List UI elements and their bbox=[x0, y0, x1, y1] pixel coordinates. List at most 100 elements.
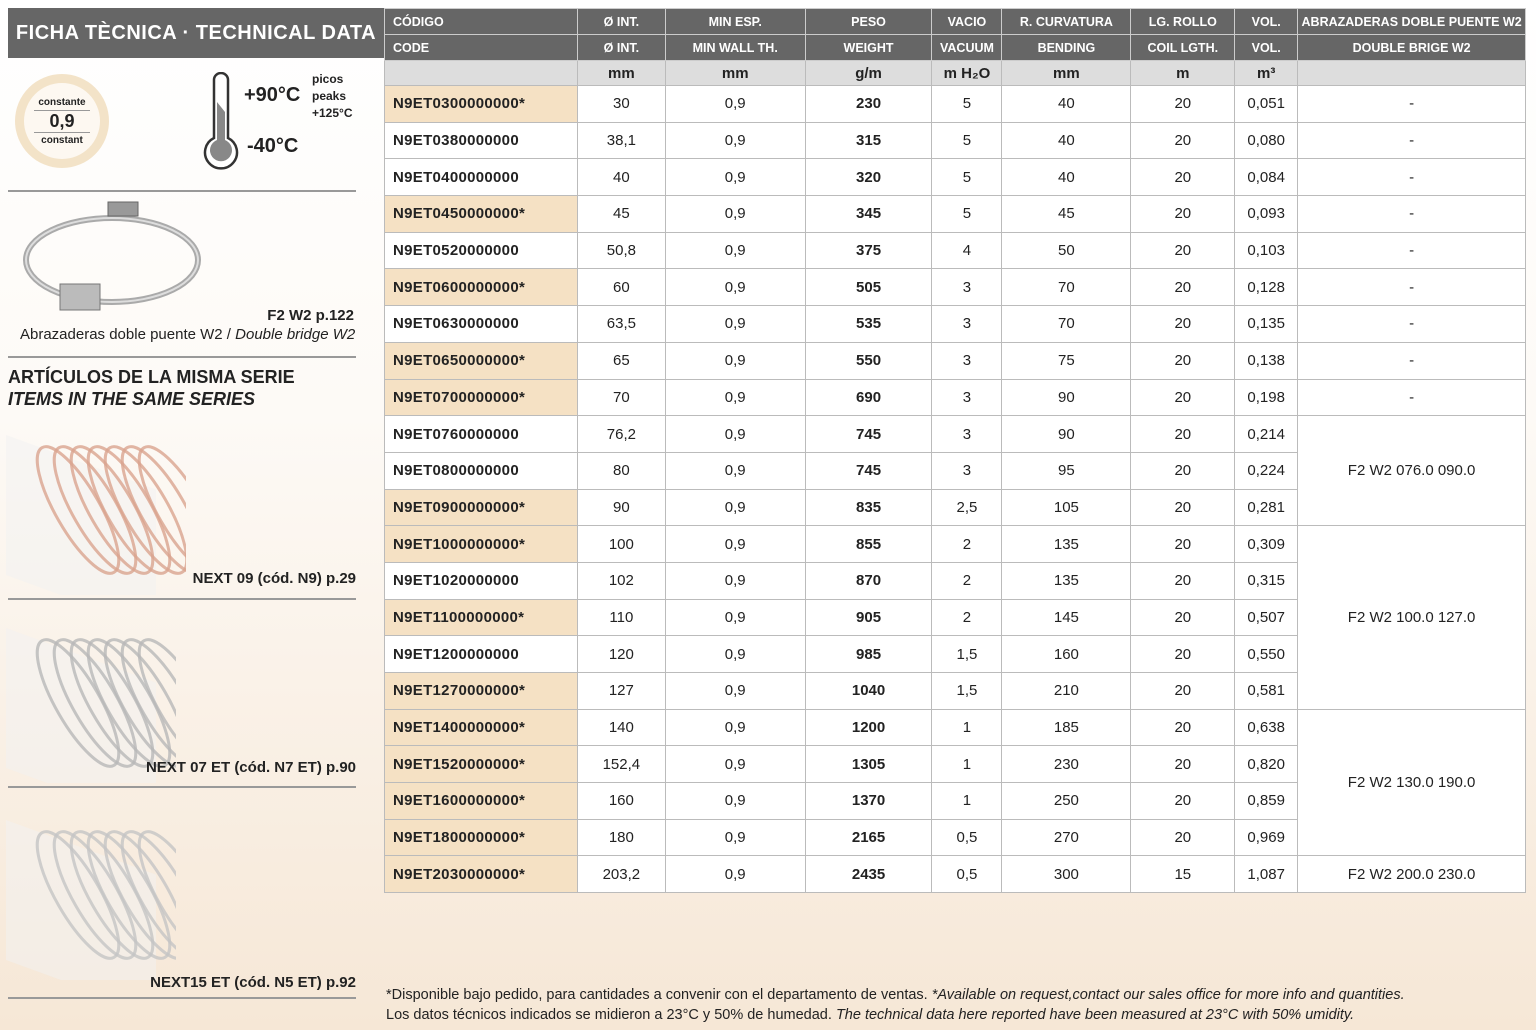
footnote-1-es: *Disponible bajo pedido, para cantidades… bbox=[386, 987, 932, 1003]
table-row: N9ET0450000000* 45 0,9 345 5 45 20 0,093- bbox=[384, 195, 1526, 233]
cell: 985 bbox=[804, 635, 933, 673]
cell: 0,9 bbox=[664, 85, 806, 123]
table-row: N9ET1400000000* 140 0,9 1200 1 185 20 0,638 F2 W… bbox=[384, 708, 1526, 857]
hose-image-next15 bbox=[6, 820, 176, 980]
table-row: N9ET1000000000* 100 0,9 855 2 135 20 0,309 F2 W2… bbox=[384, 525, 1526, 710]
clamp-cell: - bbox=[1297, 158, 1526, 197]
table-row: N9ET0300000000* 30 0,9 230 5 40 20 0,051- bbox=[384, 85, 1526, 123]
cell: 3 bbox=[931, 378, 1003, 417]
unit-cell: mm bbox=[1001, 60, 1132, 86]
cell: 1 bbox=[931, 708, 1003, 747]
cell: 20 bbox=[1130, 121, 1236, 160]
cell: 20 bbox=[1130, 745, 1236, 784]
clamp-ref[interactable]: F2 W2 p.122 bbox=[267, 307, 354, 324]
clamp-cell: - bbox=[1297, 85, 1526, 123]
table-row: N9ET0400000000 40 0,9 320 5 40 20 0,084- bbox=[384, 158, 1526, 197]
table-row: N9ET1020000000 102 0,9 870 2 135 20 0,315 bbox=[384, 561, 1526, 600]
product-code: N9ET1100000000* bbox=[384, 598, 578, 637]
clamp-cell: - bbox=[1297, 378, 1526, 417]
header-cell: COIL LGTH. bbox=[1130, 34, 1236, 61]
cell: 100 bbox=[576, 525, 666, 563]
cell: 0,9 bbox=[664, 708, 806, 747]
table-row: N9ET0380000000 38,1 0,9 315 5 40 20 0,080- bbox=[384, 121, 1526, 160]
cell: 0,550 bbox=[1234, 635, 1299, 673]
series-item-link[interactable]: NEXT 07 ET (cód. N7 ET) p.90 bbox=[145, 759, 356, 776]
cell: 20 bbox=[1130, 708, 1236, 747]
unit-cell bbox=[384, 60, 578, 86]
caption-es: Abrazaderas doble puente W2 / bbox=[20, 326, 236, 343]
clamp-cell: F2 W2 130.0 190.0 bbox=[1297, 708, 1526, 857]
cell: 690 bbox=[804, 378, 933, 417]
cell: 2165 bbox=[804, 818, 933, 857]
cell: 40 bbox=[1001, 85, 1132, 123]
product-code: N9ET1000000000* bbox=[384, 525, 578, 563]
cell: 535 bbox=[804, 305, 933, 343]
clamp-cell: - bbox=[1297, 305, 1526, 343]
cell: 855 bbox=[804, 525, 933, 563]
series-item-link[interactable]: NEXT15 ET (cód. N5 ET) p.92 bbox=[150, 974, 356, 991]
product-code: N9ET0700000000* bbox=[384, 378, 578, 417]
cell: 230 bbox=[1001, 745, 1132, 784]
cell: 20 bbox=[1130, 488, 1236, 527]
header-cell: WEIGHT bbox=[804, 34, 933, 61]
cell: 0,9 bbox=[664, 782, 806, 820]
cell: 20 bbox=[1130, 782, 1236, 820]
section-title: FICHA TÈCNICA · TECHNICAL DATA bbox=[8, 8, 384, 58]
cell: 20 bbox=[1130, 818, 1236, 857]
cell: 20 bbox=[1130, 268, 1236, 307]
cell: 70 bbox=[576, 378, 666, 417]
cell: 1305 bbox=[804, 745, 933, 784]
cell: 145 bbox=[1001, 598, 1132, 637]
cell: 20 bbox=[1130, 415, 1236, 453]
min-temp: -40°C bbox=[247, 135, 299, 157]
caption-en: Double bridge W2 bbox=[235, 326, 356, 343]
cell: 835 bbox=[804, 488, 933, 527]
cell: 90 bbox=[576, 488, 666, 527]
series-item-link[interactable]: NEXT 09 (cód. N9) p.29 bbox=[192, 570, 356, 587]
table-row: N9ET1200000000 120 0,9 985 1,5 160 20 0,550 bbox=[384, 635, 1526, 673]
peaks-info: picos peaks +125°C bbox=[312, 71, 353, 122]
cell: 203,2 bbox=[576, 855, 666, 894]
cell: 102 bbox=[576, 561, 666, 600]
cell: 1200 bbox=[804, 708, 933, 747]
hose-image-next07 bbox=[6, 628, 176, 783]
cell: 70 bbox=[1001, 305, 1132, 343]
cell: 60 bbox=[576, 268, 666, 307]
table-row: N9ET0900000000* 90 0,9 835 2,5 105 20 0,281 bbox=[384, 488, 1526, 527]
table-row: N9ET1270000000* 127 0,9 1040 1,5 210 20 0,581 bbox=[384, 672, 1526, 710]
cell: 505 bbox=[804, 268, 933, 307]
peaks-es: picos bbox=[312, 72, 344, 86]
header-cell: VACUUM bbox=[931, 34, 1003, 61]
cell: 40 bbox=[1001, 121, 1132, 160]
table-row: N9ET0760000000 76,2 0,9 745 3 90 20 0,214 F2 W2 … bbox=[384, 415, 1526, 527]
cell: 3 bbox=[931, 305, 1003, 343]
peaks-value: +125°C bbox=[312, 106, 353, 120]
cell: 0,080 bbox=[1234, 121, 1299, 160]
cell: 0,581 bbox=[1234, 672, 1299, 710]
cell: 1040 bbox=[804, 672, 933, 710]
cell: 180 bbox=[576, 818, 666, 857]
cell: 0,9 bbox=[664, 818, 806, 857]
badge-bottom: constant bbox=[41, 134, 83, 146]
cell: 345 bbox=[804, 195, 933, 233]
clamp-cell: F2 W2 100.0 127.0 bbox=[1297, 525, 1526, 710]
cell: 0,093 bbox=[1234, 195, 1299, 233]
product-code: N9ET0650000000* bbox=[384, 341, 578, 380]
cell: 0,214 bbox=[1234, 415, 1299, 453]
cell: 3 bbox=[931, 341, 1003, 380]
clamp-caption: Abrazaderas doble puente W2 / Double bri… bbox=[20, 326, 355, 343]
product-code: N9ET1020000000 bbox=[384, 561, 578, 600]
cell: 20 bbox=[1130, 525, 1236, 563]
cell: 0,051 bbox=[1234, 85, 1299, 123]
cell: 50,8 bbox=[576, 231, 666, 270]
cell: 20 bbox=[1130, 672, 1236, 710]
table-row: N9ET0700000000* 70 0,9 690 3 90 20 0,198- bbox=[384, 378, 1526, 417]
cell: 3 bbox=[931, 268, 1003, 307]
hose-image-next09 bbox=[6, 434, 186, 595]
cell: 550 bbox=[804, 341, 933, 380]
clamp-cell: - bbox=[1297, 268, 1526, 307]
cell: 0,103 bbox=[1234, 231, 1299, 270]
thermometer-icon bbox=[203, 72, 239, 170]
footnote-1-en: *Available on request,contact our sales … bbox=[931, 987, 1405, 1003]
cell: 0,9 bbox=[664, 341, 806, 380]
